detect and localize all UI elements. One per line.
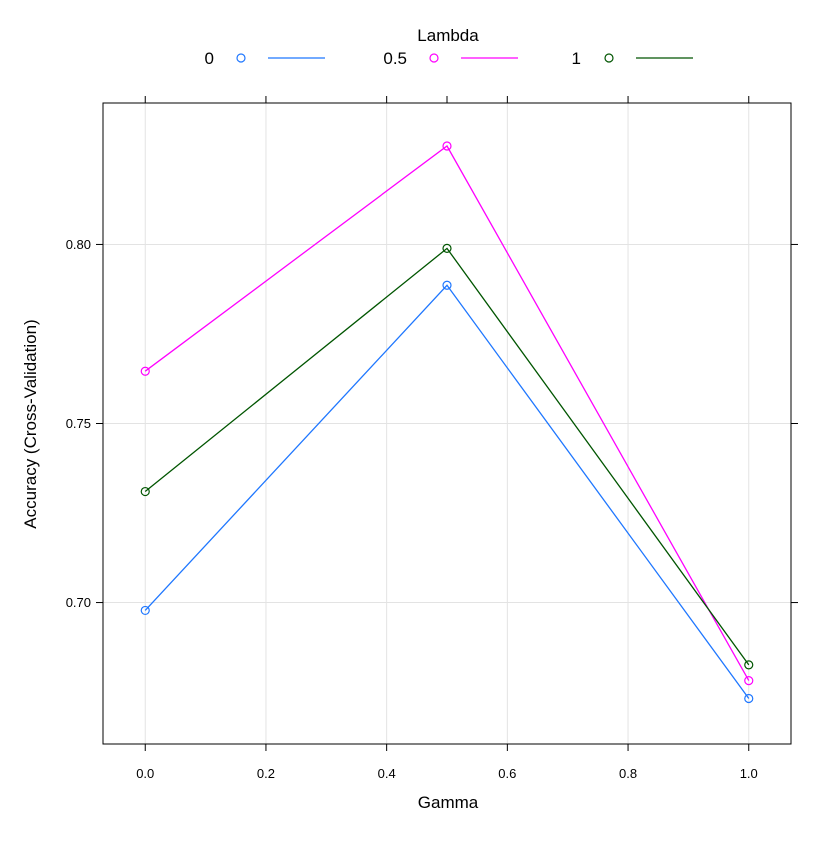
point-lambda-0-5 [442,141,452,151]
legend-title: Lambda [417,26,479,45]
point-lambda-1 [442,243,452,253]
legend-label-lambda-0-5: 0.5 [383,49,407,68]
y-axis-title: Accuracy (Cross-Validation) [21,319,40,528]
point-lambda-0 [744,693,754,704]
point-lambda-1 [140,486,150,497]
series-line-lambda-1 [144,247,750,666]
point-lambda-0 [442,280,452,290]
y-tick-label: 0.80 [66,237,91,252]
y-tick-label: 0.75 [66,416,91,431]
legend-point-lambda-1 [604,53,614,63]
point-lambda-0-5 [744,676,754,686]
x-axis-title: Gamma [418,793,479,812]
x-tick-label: 0.0 [136,766,154,781]
series-line-lambda-0 [144,284,750,699]
legend-label-lambda-0: 0 [205,49,214,68]
grid [103,103,791,744]
point-lambda-1 [744,660,754,670]
point-lambda-0 [140,605,150,616]
y-tick-label: 0.70 [66,595,91,610]
legend-point-lambda-0-5 [429,53,439,63]
series-line-lambda-0-5 [144,145,750,681]
x-tick-label: 0.6 [498,766,516,781]
x-tick-label: 0.2 [257,766,275,781]
x-tick-label: 0.4 [378,766,396,781]
point-lambda-0-5 [140,366,150,376]
legend: 0 0.5 1 [205,49,693,68]
x-tick-label: 1.0 [740,766,758,781]
ticks: 0.0 0.2 0.4 0.6 0.8 1.0 0.70 0.75 0.80 [66,96,798,781]
x-tick-label: 0.8 [619,766,637,781]
series-layer [140,141,754,704]
legend-label-lambda-1: 1 [572,49,581,68]
legend-point-lambda-0 [236,53,246,63]
